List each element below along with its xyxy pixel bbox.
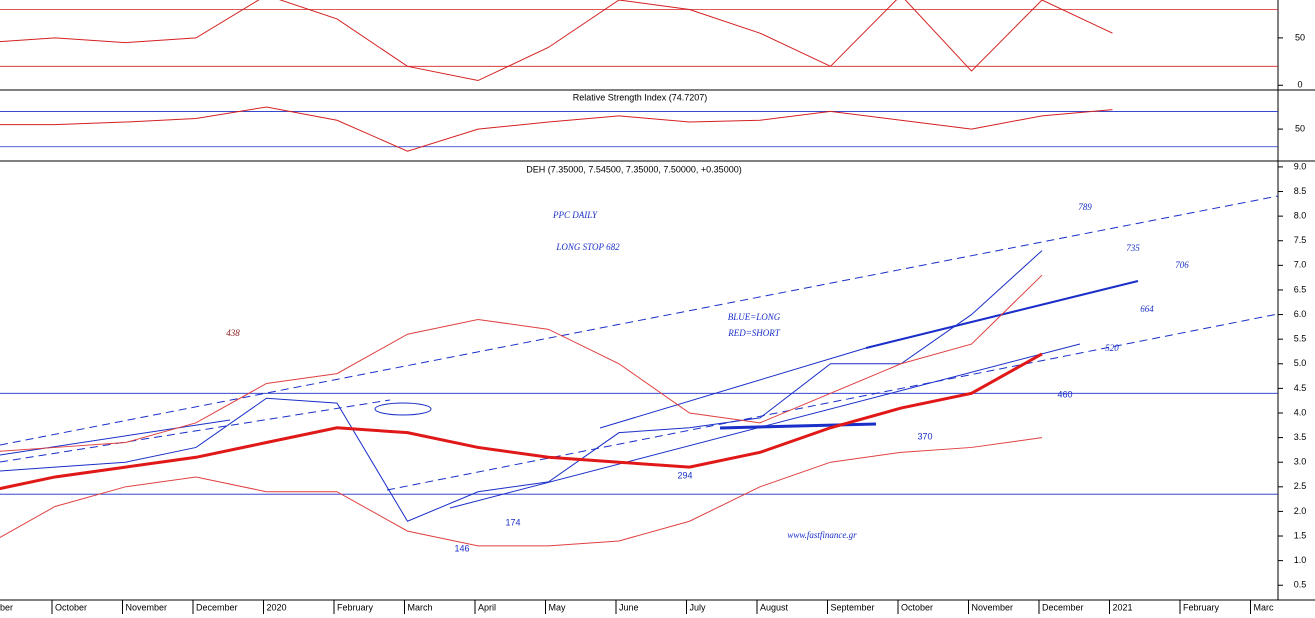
y-tick-label: 50 [1295,32,1305,42]
x-tick-label: November [126,602,168,612]
x-tick-label: November [972,602,1014,612]
annotation: PPC DAILY [552,210,598,220]
trend-line [599,347,867,429]
x-tick-label: March [408,602,433,612]
annotation: LONG STOP 682 [555,242,620,252]
x-tick-label: tember [0,602,13,612]
y-tick-label: 7.5 [1294,235,1307,245]
series-line [0,250,1043,522]
trend-line [0,399,391,463]
x-tick-label: September [831,602,875,612]
x-tick-label: August [760,602,789,612]
annotation: 520 [1105,343,1119,353]
series-line [0,106,1113,152]
x-tick-label: February [337,602,374,612]
x-tick-label: Marc [1254,602,1274,612]
y-tick-label: 9.0 [1294,161,1307,171]
trend-line [0,195,1279,446]
y-tick-label: 5.5 [1294,334,1307,344]
x-tick-label: 2021 [1113,602,1133,612]
annotation: 370 [917,431,932,441]
annotation: 664 [1140,304,1154,314]
panel-title: Relative Strength Index (74.7207) [573,92,708,102]
y-tick-label: 3.0 [1294,457,1307,467]
x-tick-label: October [901,602,933,612]
annotation: BLUE=LONG [728,312,781,322]
annotation: 146 [454,543,469,553]
series-line [0,0,1113,82]
highlight-ellipse [374,402,432,416]
panel-title: DEH (7.35000, 7.54500, 7.35000, 7.50000,… [526,164,741,174]
series-line [0,274,1043,452]
x-tick-label: June [619,602,639,612]
x-tick-label: October [55,602,87,612]
y-tick-label: 50 [1295,123,1305,133]
x-tick-label: April [478,602,496,612]
y-tick-label: 8.5 [1294,186,1307,196]
y-tick-label: 3.5 [1294,432,1307,442]
annotation: 706 [1175,260,1189,270]
x-tick-label: 2020 [267,602,287,612]
y-tick-label: 4.5 [1294,383,1307,393]
y-tick-label: 1.0 [1294,555,1307,565]
y-tick-label: 4.0 [1294,407,1307,417]
x-tick-label: December [1042,602,1084,612]
annotation: 174 [505,517,520,527]
x-tick-label: July [690,602,707,612]
y-tick-label: 2.5 [1294,481,1307,491]
y-tick-label: 7.0 [1294,260,1307,270]
series-line [0,437,1043,547]
x-tick-label: February [1183,602,1220,612]
x-tick-label: December [196,602,238,612]
y-tick-label: 6.0 [1294,309,1307,319]
annotation: www.fastfinance.gr [787,530,857,540]
y-tick-label: 2.0 [1294,506,1307,516]
y-tick-label: 8.0 [1294,211,1307,221]
y-tick-label: 0 [1297,80,1302,90]
annotation: RED=SHORT [727,328,781,338]
trend-line [719,422,877,430]
y-tick-label: 5.0 [1294,358,1307,368]
annotation: 460 [1057,389,1072,399]
y-tick-label: 6.5 [1294,284,1307,294]
annotation: 294 [677,470,692,480]
x-tick-label: May [549,602,567,612]
series-line [0,352,1043,491]
annotation: 438 [226,328,240,338]
annotation: 789 [1078,202,1092,212]
trend-line [0,419,231,456]
y-tick-label: 0.5 [1294,580,1307,590]
trend-line [386,313,1279,491]
annotation: 735 [1126,243,1140,253]
y-tick-label: 1.5 [1294,530,1307,540]
